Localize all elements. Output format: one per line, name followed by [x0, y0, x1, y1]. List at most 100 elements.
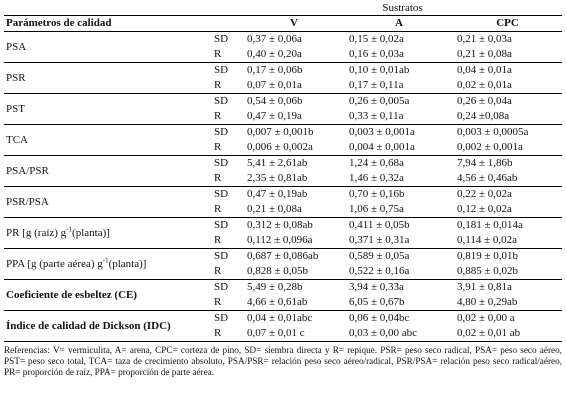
parameter-name: PSA/PSR	[6, 164, 49, 177]
value-cpc: 0,21 ± 0,08a	[453, 47, 562, 63]
treatment-code: R	[210, 326, 243, 342]
table-row: R 0,07 ± 0,01a 0,17 ± 0,11a 0,02 ± 0,01a	[4, 78, 562, 94]
table-row: R 0,40 ± 0,20a 0,16 ± 0,03a 0,21 ± 0,08a	[4, 47, 562, 63]
table-row: Índice de calidad de Dickson (IDC) SD 0,04…	[4, 310, 562, 342]
value-cpc: 0,24 ±0,08a	[453, 109, 562, 125]
value-v: 0,54 ± 0,06b	[247, 95, 303, 107]
value-v: 0,112 ± 0,096a	[243, 233, 345, 249]
treatment-code: R	[210, 264, 243, 280]
value-v: 0,828 ± 0,05b	[243, 264, 345, 280]
parameter-label: PSR/PSA	[4, 186, 210, 218]
treatment-code: R	[210, 295, 243, 311]
value-a: 0,03 ± 0,00 abc	[345, 326, 453, 342]
value-v: 0,40 ± 0,20a	[243, 47, 345, 63]
value-v: 0,04 ± 0,01abc	[247, 312, 313, 324]
treatment-code: SD	[214, 188, 229, 200]
value-cpc: 0,04 ± 0,01a	[457, 64, 512, 76]
treatment-code: R	[210, 171, 243, 187]
value-v: 2,35 ± 0,81ab	[243, 171, 345, 187]
value-cpc: 0,885 ± 0,02b	[453, 264, 562, 280]
treatment-code: R	[210, 47, 243, 63]
parameter-name: Coeficiente de esbeltez (CE)	[6, 288, 138, 301]
value-a: 0,15 ± 0,02a	[349, 33, 404, 45]
table-row: PPA [g (parte aérea) g-1(planta)] SD 0,687…	[4, 248, 562, 280]
parameter-label: PST	[4, 93, 210, 125]
value-v: 0,37 ± 0,06a	[247, 33, 302, 45]
parameter-label: PSA	[4, 31, 210, 63]
value-cpc: 0,22 ± 0,02a	[457, 188, 512, 200]
value-cpc: 0,02 ± 0,00 a	[457, 312, 515, 324]
treatment-code: SD	[214, 64, 229, 76]
parameter-name-tail: (planta)]	[108, 257, 147, 270]
value-cpc: 0,114 ± 0,02a	[453, 233, 562, 249]
value-a: 1,06 ± 0,75a	[345, 202, 453, 218]
table-row: PSR/PSA SD 0,47 ± 0,19ab 0,70 ± 0,16b 0,22 ±…	[4, 186, 562, 218]
value-a: 0,17 ± 0,11a	[345, 78, 453, 94]
value-cpc: 3,91 ± 0,81a	[457, 281, 512, 293]
parameter-label: PPA [g (parte aérea) g-1(planta)]	[4, 248, 210, 280]
table-row: PSA SD 0,37 ± 0,06a 0,15 ± 0,02a 0,21 ± 0,03…	[4, 31, 562, 63]
header-row-sustratos: Sustratos	[4, 2, 562, 16]
value-a: 0,70 ± 0,16b	[349, 188, 405, 200]
value-v: 0,07 ± 0,01a	[243, 78, 345, 94]
parametros-header: Parámetros de calidad	[4, 15, 210, 32]
col-header-v: V	[243, 15, 345, 32]
treatment-code: R	[210, 140, 243, 156]
value-a: 0,003 ± 0,001a	[349, 126, 415, 138]
value-cpc: 0,181 ± 0,014a	[457, 219, 523, 231]
treatment-code: SD	[214, 281, 229, 293]
treatment-code: R	[210, 78, 243, 94]
treatment-code: R	[210, 233, 243, 249]
col-header-a: A	[345, 15, 453, 32]
value-v: 5,49 ± 0,28b	[247, 281, 303, 293]
parameter-label: Coeficiente de esbeltez (CE)	[4, 279, 210, 311]
table-row: PR [g (raíz) g-1(planta)] SD 0,312 ± 0,08a…	[4, 217, 562, 249]
value-cpc: 0,003 ± 0,0005a	[457, 126, 529, 138]
table-row: R 0,006 ± 0,002a 0,004 ± 0,001a 0,002 ± 0,0…	[4, 140, 562, 156]
table-row: PSA/PSR SD 5,41 ± 2,61ab 1,24 ± 0,68a 7,94 ±…	[4, 155, 562, 187]
value-v: 0,07 ± 0,01 c	[243, 326, 345, 342]
value-a: 0,26 ± 0,005a	[349, 95, 410, 107]
table-row: PSR SD 0,17 ± 0,06b 0,10 ± 0,01ab 0,04 ± 0,0…	[4, 62, 562, 94]
value-a: 3,94 ± 0,33a	[349, 281, 404, 293]
table-row: R 0,828 ± 0,05b 0,522 ± 0,16a 0,885 ± 0,02b	[4, 264, 562, 280]
value-v: 0,47 ± 0,19ab	[247, 188, 308, 200]
treatment-code: SD	[214, 157, 229, 169]
treatment-code: SD	[214, 312, 229, 324]
treatment-code: SD	[214, 250, 229, 262]
value-cpc: 0,02 ± 0,01 ab	[453, 326, 562, 342]
value-cpc: 0,819 ± 0,01b	[457, 250, 519, 262]
parameter-name: TCA	[6, 133, 28, 146]
value-v: 0,006 ± 0,002a	[243, 140, 345, 156]
value-cpc: 0,02 ± 0,01a	[453, 78, 562, 94]
value-a: 1,46 ± 0,32a	[345, 171, 453, 187]
value-v: 0,17 ± 0,06b	[247, 64, 303, 76]
value-a: 1,24 ± 0,68a	[349, 157, 404, 169]
treatment-code: SD	[214, 33, 229, 45]
parameter-label: PSA/PSR	[4, 155, 210, 187]
parameter-name: Índice de calidad de Dickson (IDC)	[6, 319, 171, 332]
table-row: R 0,47 ± 0,19a 0,33 ± 0,11a 0,24 ±0,08a	[4, 109, 562, 125]
parameter-label: PSR	[4, 62, 210, 94]
value-v: 0,687 ± 0,086ab	[247, 250, 319, 262]
value-a: 0,33 ± 0,11a	[345, 109, 453, 125]
treatment-code: SD	[214, 126, 229, 138]
value-a: 0,06 ± 0,04bc	[349, 312, 410, 324]
value-v: 0,312 ± 0,08ab	[247, 219, 313, 231]
parameter-name-tail: (planta)]	[72, 226, 110, 239]
header-row-columns: Parámetros de calidad V A CPC	[4, 15, 562, 32]
treatment-code: SD	[214, 95, 229, 107]
value-v: 5,41 ± 2,61ab	[247, 157, 308, 169]
value-cpc: 0,12 ± 0,02a	[453, 202, 562, 218]
value-a: 0,16 ± 0,03a	[345, 47, 453, 63]
treatment-code: SD	[214, 219, 229, 231]
parameter-superscript: -1	[102, 255, 109, 264]
parameter-name: PPA [g (parte aérea) g	[6, 257, 103, 270]
value-v: 4,66 ± 0,61ab	[243, 295, 345, 311]
treatment-code: R	[210, 202, 243, 218]
value-a: 0,10 ± 0,01ab	[349, 64, 410, 76]
quality-parameters-table: Sustratos Parámetros de calidad V A CPC …	[4, 2, 562, 342]
value-cpc: 4,80 ± 0,29ab	[453, 295, 562, 311]
parameter-label: Índice de calidad de Dickson (IDC)	[4, 310, 210, 342]
